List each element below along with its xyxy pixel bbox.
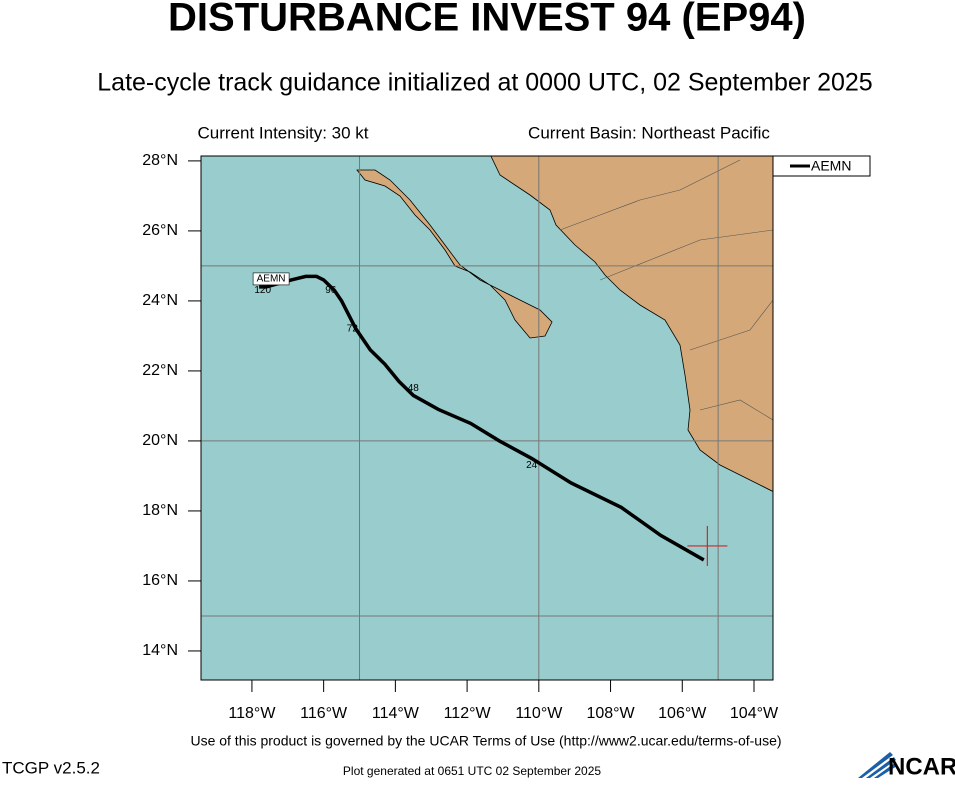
x-tick-label: 104°W (730, 705, 779, 722)
y-tick-label: 16°N (142, 572, 178, 589)
basin: Current Basin: Northeast Pacific (528, 123, 770, 142)
track-line (259, 274, 705, 562)
borders (559, 159, 773, 421)
logo-text: NCAR (888, 753, 955, 780)
y-tick-label: 22°N (142, 362, 178, 379)
x-tick-label: 108°W (586, 705, 635, 722)
track-label: AEMN (257, 274, 286, 285)
intensity: Current Intensity: 30 kt (197, 123, 368, 142)
x-tick-label: 118°W (228, 705, 276, 722)
subtitle: Late-cycle track guidance initialized at… (97, 69, 872, 97)
legend-box (772, 155, 871, 177)
hour-label: 96 (325, 285, 337, 296)
hour-label: 72 (347, 324, 359, 335)
y-tick-label: 14°N (142, 642, 178, 659)
x-tick-label: 106°W (658, 705, 707, 722)
y-tick-label: 20°N (142, 432, 178, 449)
land (356, 156, 773, 492)
track-label-box (252, 272, 290, 286)
y-tick-label: 26°N (142, 222, 178, 239)
grid (201, 156, 773, 680)
hour-label: 120 (254, 285, 271, 296)
title: DISTURBANCE INVEST 94 (EP94) (168, 0, 806, 40)
legend-label: AEMN (811, 158, 851, 174)
generated: Plot generated at 0651 UTC 02 September … (343, 764, 601, 778)
x-tick-label: 116°W (300, 705, 348, 722)
y-tick-label: 28°N (142, 152, 178, 169)
version: TCGP v2.5.2 (2, 758, 100, 777)
x-tick-label: 114°W (372, 705, 420, 722)
baja-california (356, 169, 553, 339)
logo: NCAR (858, 752, 955, 780)
y-tick-label: 24°N (142, 292, 178, 309)
hour-label: 24 (526, 460, 538, 471)
x-tick-label: 110°W (515, 705, 563, 722)
x-tick-label: 112°W (444, 705, 492, 722)
terms: Use of this product is governed by the U… (190, 733, 781, 749)
track-layer: AEMN 24 48 72 96 120 (252, 272, 728, 566)
y-tick-label: 18°N (142, 502, 178, 519)
map-frame (200, 155, 774, 681)
hour-label: 48 (408, 383, 420, 394)
